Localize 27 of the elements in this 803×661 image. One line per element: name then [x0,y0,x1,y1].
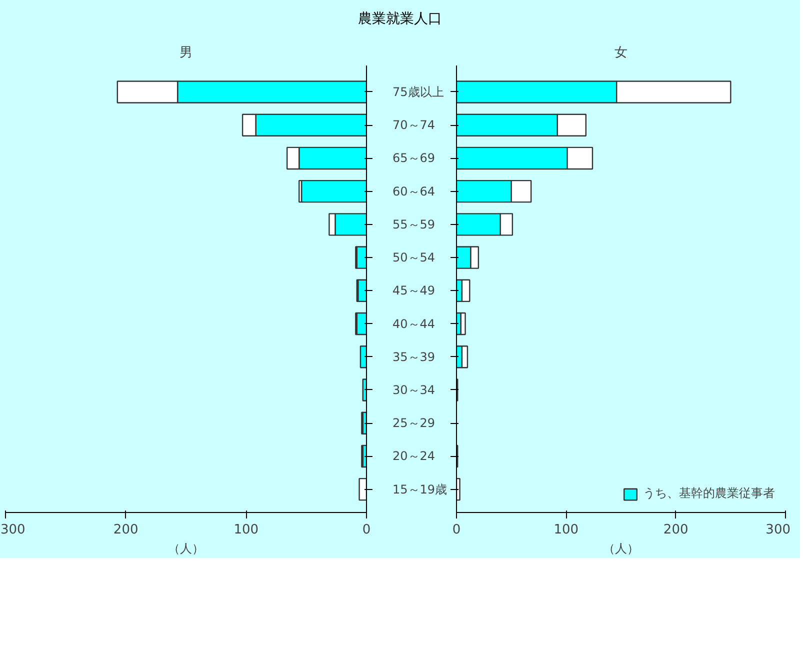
x-tick-label: 0 [452,522,461,538]
y-tick-label: 20～24 [392,449,436,464]
x-tick-label: 200 [663,522,688,538]
x-tick-label: 300 [766,522,791,538]
legend-label: うち、基幹的農業従事者 [643,485,775,502]
x-tick-label: 300 [0,522,26,538]
text: 農業就業人口 [358,10,442,29]
y-tick-label: 70～74 [392,118,436,132]
y-tick-label: 75歳以上 [392,84,444,99]
y-tick-label: 15～19歳 [392,482,448,496]
y-tick-label: 55～59 [392,217,436,232]
y-tick-label: 50～54 [392,250,436,265]
chart-subtitle: 女 [614,46,628,60]
y-tick-label: 35～39 [392,350,436,364]
x-axis-title: （人） [603,542,639,556]
y-tick-label: 40～44 [392,316,436,331]
y-tick-label: 45～49 [392,284,436,298]
x-axis-title: （人） [168,542,204,556]
y-tick-label: 65～69 [392,151,436,166]
x-tick-label: 100 [234,522,259,538]
x-tick-label: 100 [554,522,579,538]
y-tick-label: 25～29 [392,416,436,430]
chart-subtitle: 男 [180,46,192,60]
y-tick-label: 30～34 [392,382,436,397]
y-tick-label: 60～64 [392,184,436,198]
x-tick-label: 0 [362,522,371,538]
x-tick-label: 200 [113,522,138,538]
